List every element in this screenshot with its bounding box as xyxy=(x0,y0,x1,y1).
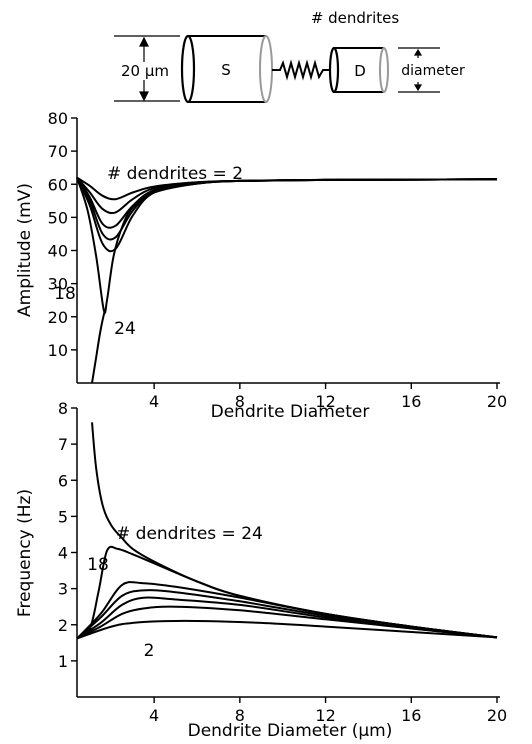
soma-label: S xyxy=(221,61,231,79)
dendrite-cylinder xyxy=(328,46,389,94)
amp-series-line-5 xyxy=(76,177,498,253)
frequency-x-axis: 4 8 12 16 20 xyxy=(77,696,507,725)
amp-y-tick-label: 50 xyxy=(48,208,68,227)
dendrite-label: D xyxy=(354,62,366,80)
freq-y-tick-label: 3 xyxy=(58,580,68,599)
schematic: 20 µm S D # dendrites diameter xyxy=(114,9,465,104)
freq-y-tick-label: 2 xyxy=(58,616,68,635)
soma-cylinder xyxy=(180,34,273,104)
freq-x-tick-label: 16 xyxy=(401,706,421,725)
dendrite-size-marker xyxy=(398,47,440,93)
frequency-y-label: Frequency (Hz) xyxy=(15,489,35,617)
amplitude-x-label: Dendrite Diameter xyxy=(211,402,370,422)
freq-y-tick-label: 6 xyxy=(58,471,68,490)
amp-x-tick-label: 20 xyxy=(487,392,507,411)
freq-y-tick-label: 4 xyxy=(58,544,68,563)
freq-y-tick-label: 7 xyxy=(58,435,68,454)
amp-x-tick-label: 8 xyxy=(235,392,245,411)
freq-x-tick-label: 8 xyxy=(235,706,245,725)
amplitude-chart: 10 20 30 40 50 60 70 80 4 8 12 16 20 Dendrite Diame… xyxy=(15,109,507,422)
freq-x-tick-label: 12 xyxy=(315,706,335,725)
amp-y-tick-label: 30 xyxy=(48,275,68,294)
amp-y-tick-label: 40 xyxy=(48,242,68,261)
soma-size-marker xyxy=(114,35,180,102)
freq-y-tick-label: 8 xyxy=(58,399,68,418)
soma-size-label: 20 µm xyxy=(121,62,169,80)
freq-series-line-5 xyxy=(76,596,498,640)
coupling-resistor xyxy=(272,59,330,81)
freq-x-tick-label: 4 xyxy=(149,706,159,725)
frequency-y-axis: 1 2 3 4 5 6 7 8 xyxy=(58,399,78,697)
freq-series-line-4 xyxy=(76,589,498,640)
amplitude-y-axis: 10 20 30 40 50 60 70 80 xyxy=(48,109,78,383)
dendrite-count-label: # dendrites xyxy=(311,9,400,27)
amp-series-line-6 xyxy=(76,177,498,314)
amp-x-tick-label: 12 xyxy=(315,392,335,411)
amp-y-tick-label: 20 xyxy=(48,308,68,327)
amp-series-line-4 xyxy=(76,177,498,241)
amplitude-series-group xyxy=(76,176,498,384)
freq-y-tick-label: 1 xyxy=(58,652,68,671)
frequency-annotation-2: 2 xyxy=(144,641,155,661)
frequency-series-group xyxy=(76,422,498,640)
amplitude-y-label: Amplitude (mV) xyxy=(15,183,35,317)
frequency-annotation-dendrites: # dendrites = 24 xyxy=(116,524,263,544)
amp-x-tick-label: 16 xyxy=(401,392,421,411)
amp-y-tick-label: 80 xyxy=(48,109,68,128)
amplitude-annotation-18: 18 xyxy=(54,284,76,304)
amp-x-tick-label: 4 xyxy=(149,392,159,411)
freq-series-line-7 xyxy=(76,619,498,640)
amp-y-tick-label: 60 xyxy=(48,175,68,194)
amplitude-annotation-dendrites: # dendrites = 2 xyxy=(107,164,243,184)
amp-y-tick-label: 70 xyxy=(48,142,68,161)
amp-y-tick-label: 10 xyxy=(48,341,68,360)
dendrite-size-label: diameter xyxy=(401,63,465,79)
frequency-annotation-18: 18 xyxy=(87,555,109,575)
amplitude-annotation-24: 24 xyxy=(114,319,136,339)
amplitude-x-axis: 4 8 12 16 20 xyxy=(77,382,507,411)
amp-series-line-7 xyxy=(91,309,106,384)
freq-series-line-6 xyxy=(76,605,498,640)
freq-x-tick-label: 20 xyxy=(487,706,507,725)
freq-y-tick-label: 5 xyxy=(58,507,68,526)
frequency-x-label: Dendrite Diameter (µm) xyxy=(188,721,393,741)
